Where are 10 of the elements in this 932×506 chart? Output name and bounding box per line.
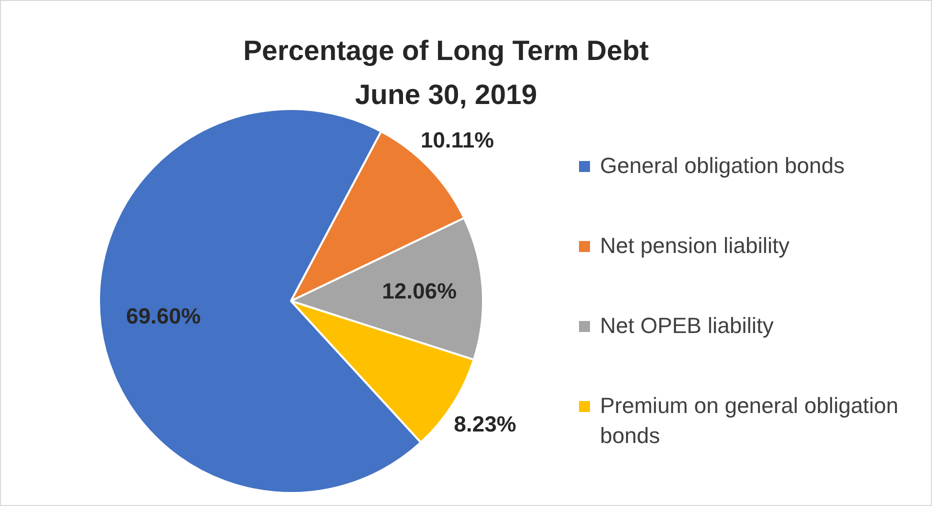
data-label: 69.60%	[126, 303, 201, 328]
chart-subtitle: June 30, 2019	[354, 78, 538, 112]
chart-title: Percentage of Long Term Debt	[242, 34, 650, 68]
legend-label: Net pension liability	[600, 232, 790, 260]
legend-label: Net OPEB liability	[600, 312, 774, 340]
data-label: 8.23%	[454, 411, 516, 436]
data-label: 10.11%	[420, 128, 494, 153]
legend-label: General obligation bonds	[600, 152, 845, 180]
legend-label: Premium on general obligation bonds	[600, 392, 900, 450]
data-label: 12.06%	[382, 278, 457, 304]
